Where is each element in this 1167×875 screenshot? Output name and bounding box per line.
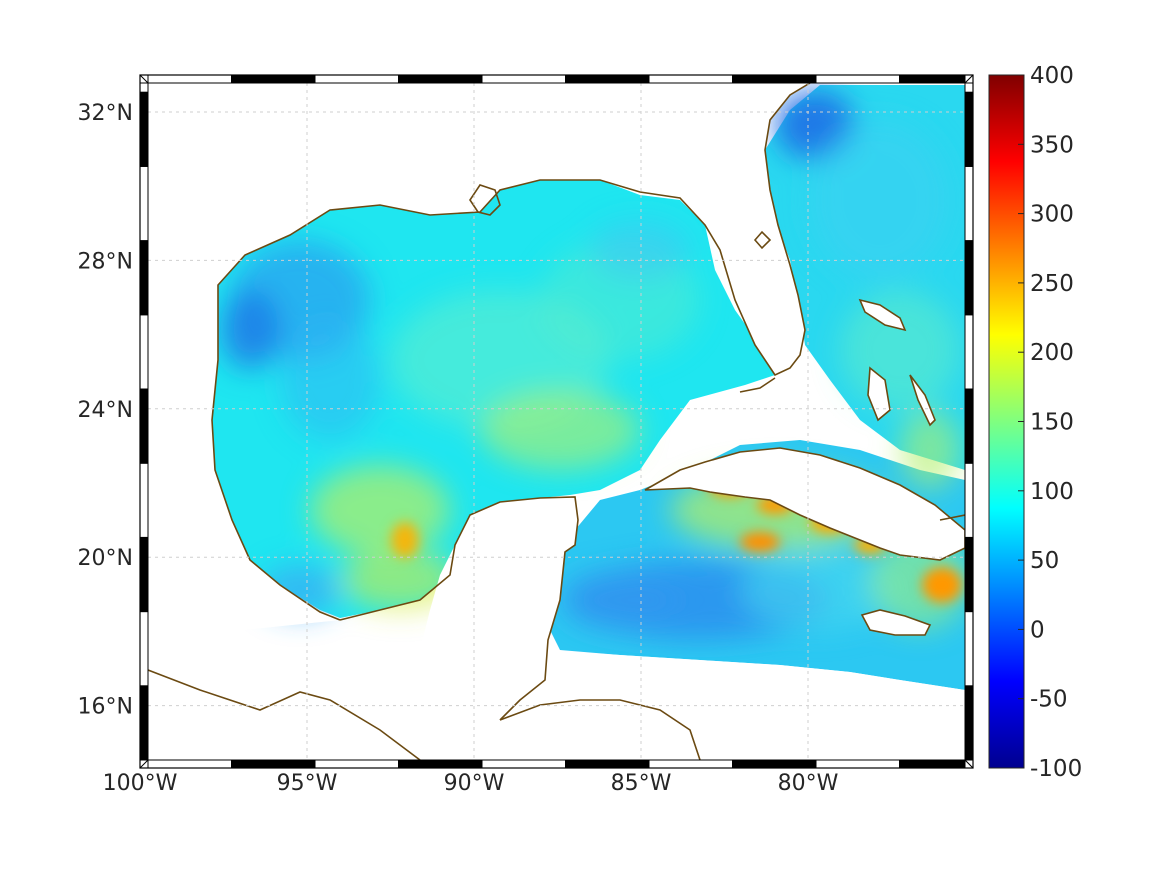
frame-bottom-seg-9 <box>899 759 966 769</box>
frame-top-seg-0 <box>147 74 232 84</box>
frame-top-seg-2 <box>314 74 399 84</box>
frame-right-seg-9 <box>964 82 974 93</box>
frame-bottom-seg-5 <box>565 759 650 769</box>
frame-top-seg-5 <box>565 74 650 84</box>
coastlines <box>148 83 965 760</box>
grid-lines <box>148 83 965 760</box>
data-field <box>212 85 965 690</box>
frame-right-seg-0 <box>964 685 974 761</box>
frame-right-seg-4 <box>964 388 974 464</box>
lake-coastline <box>753 230 772 250</box>
frame-right-seg-6 <box>964 240 974 316</box>
frame-inner-border <box>147 82 966 761</box>
colorbar-tick-label: 150 <box>1030 410 1074 436</box>
colorbar-tick-label: 50 <box>1030 548 1059 574</box>
bahamas-eleuthera-coastline <box>909 374 936 427</box>
frame-bottom-seg-2 <box>314 759 399 769</box>
lon-tick-label: 100°W <box>103 771 178 796</box>
lon-tick-label: 85°W <box>611 771 672 796</box>
lat-tick-label: 24°N <box>78 398 133 423</box>
frame-outer-border <box>139 74 974 769</box>
frame-top-seg-3 <box>398 74 483 84</box>
frame-right-seg-7 <box>964 165 974 242</box>
frame-left-seg-1 <box>139 611 149 687</box>
bahamas-eleuthera <box>910 375 935 425</box>
colorbar-tick-label: 400 <box>1030 63 1074 89</box>
honduras-coastline <box>499 699 701 760</box>
frame-bottom-seg-8 <box>815 759 900 769</box>
frame-left-seg-5 <box>139 314 149 390</box>
florida-land <box>600 83 810 375</box>
colorbar-tick-label: 350 <box>1030 132 1074 158</box>
frame-right-seg-5 <box>964 314 974 390</box>
frame-corner-tl <box>139 74 149 84</box>
gulf-coastline <box>211 83 811 621</box>
frame-left-seg-0 <box>139 685 149 761</box>
frame-bottom-seg-4 <box>481 759 566 769</box>
frame-corner-br <box>964 759 974 769</box>
central-america-coastline <box>148 669 421 760</box>
frame-corner-bl <box>139 759 149 769</box>
south-caribbean-land <box>545 650 965 760</box>
land <box>148 83 965 760</box>
bahamas-abaco-coastline <box>858 298 907 332</box>
frame-bottom-seg-3 <box>398 759 483 769</box>
map-frame <box>139 74 974 769</box>
lat-tick-label: 32°N <box>78 101 133 126</box>
florida-keys-coastline <box>739 377 776 393</box>
frame-left-seg-4 <box>139 388 149 464</box>
frame-bottom-seg-7 <box>732 759 817 769</box>
mississippi-delta-coastline <box>469 184 501 216</box>
frame-left-seg-7 <box>139 165 149 242</box>
frame-bottom-seg-0 <box>147 759 232 769</box>
colorbar-tick-label: 200 <box>1030 340 1074 366</box>
colorbar-tick-label: -50 <box>1030 687 1068 713</box>
jamaica-land <box>862 610 930 635</box>
frame-top-seg-9 <box>899 74 966 84</box>
colorbar-tick-label: -100 <box>1030 756 1082 782</box>
frame-right-seg-1 <box>964 611 974 687</box>
colorbar-tick-label: 100 <box>1030 479 1074 505</box>
yucatan-land <box>148 497 578 760</box>
frame-left-seg-3 <box>139 462 149 538</box>
frame-top-seg-7 <box>732 74 817 84</box>
lat-tick-label: 16°N <box>78 695 133 720</box>
frame-left-seg-8 <box>139 91 149 167</box>
frame-top-seg-6 <box>648 74 733 84</box>
yucatan-coastline <box>339 496 579 721</box>
colorbar-ticks: 400 350 300 250 200 150 100 50 0 -50 -100 <box>1018 63 1082 782</box>
colorbar-tick-label: 0 <box>1030 617 1045 643</box>
lon-tick-label: 80°W <box>778 771 839 796</box>
lon-tick-label: 90°W <box>444 771 505 796</box>
mexico-land <box>148 285 340 640</box>
north-coast-land <box>148 83 600 285</box>
cuba-coastline <box>644 447 965 561</box>
frame-right-seg-3 <box>964 462 974 538</box>
frame-bottom-seg-1 <box>231 759 316 769</box>
lon-tick-label: 95°W <box>277 771 338 796</box>
bahamas-abaco <box>860 300 905 330</box>
frame-left-seg-9 <box>139 82 149 93</box>
frame-top-seg-8 <box>815 74 900 84</box>
lat-tick-label: 28°N <box>78 249 133 274</box>
frame-bottom-seg-6 <box>648 759 733 769</box>
frame-left-seg-6 <box>139 240 149 316</box>
frame-right-seg-2 <box>964 536 974 613</box>
colorbar-tick-label: 250 <box>1030 271 1074 297</box>
colorbar-tick-label: 300 <box>1030 202 1074 228</box>
frame-top-seg-1 <box>231 74 316 84</box>
frame-top-seg-4 <box>481 74 566 84</box>
frame-left-seg-2 <box>139 536 149 613</box>
jamaica-coastline <box>860 609 932 636</box>
cuba-land <box>645 448 965 560</box>
frame-corner-tr <box>964 74 974 84</box>
hispaniola-coastline <box>939 514 965 521</box>
bahamas-andros-coastline <box>867 366 891 422</box>
colorbar: 400 350 300 250 200 150 100 50 0 -50 -100 <box>988 63 1082 782</box>
lat-tick-label: 20°N <box>78 546 133 571</box>
frame-right-seg-8 <box>964 91 974 167</box>
tick-labels: 100°W 95°W 90°W 85°W 80°W 32°N 28°N 24°N 20°N 16°… <box>78 101 839 796</box>
